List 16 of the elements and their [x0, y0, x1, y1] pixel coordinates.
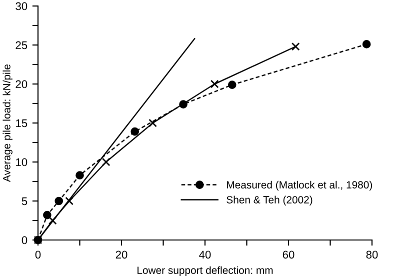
x-tick-label: 80	[366, 250, 378, 259]
x-axis-title: Lower support deflection: mm	[138, 266, 273, 276]
x-tick-label: 60	[282, 250, 294, 259]
y-tick-label: 30	[16, 2, 28, 10]
y-tick-label: 15	[16, 119, 28, 128]
y-tick-label: 5	[22, 197, 28, 206]
legend-label: Measured (Matlock et al., 1980)	[227, 180, 372, 191]
y-tick-label: 10	[16, 158, 28, 166]
y-tick-label: 25	[16, 41, 28, 50]
x-tick-label: 0	[35, 250, 41, 259]
y-tick-label: 20	[16, 80, 28, 88]
y-axis-title: Average pile load: kN/pile	[2, 64, 12, 182]
x-tick-label: 40	[199, 250, 211, 259]
legend-label: Shen & Teh (2002)	[226, 196, 312, 206]
x-tick-label: 20	[116, 250, 128, 259]
y-tick-label: 0	[22, 236, 28, 244]
